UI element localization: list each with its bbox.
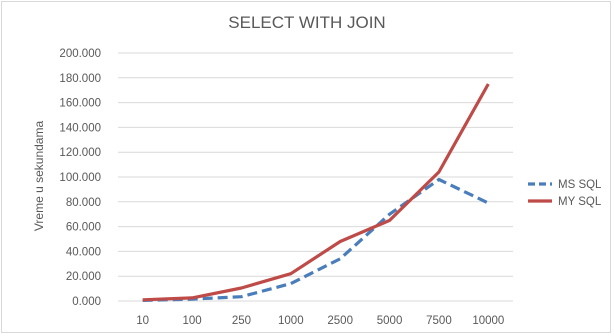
y-tick-label: 180.000 (59, 73, 101, 85)
x-tick-labels: 10 100 250 1000 2500 5000 7500 10000 (136, 315, 504, 327)
series-line (142, 83, 490, 302)
x-tick-label: 250 (232, 315, 251, 327)
x-tick-label: 5000 (377, 315, 403, 327)
x-tick-label: 100 (182, 315, 201, 327)
y-tick-labels: 0.000 20.000 40.000 60.000 80.000 100.000 120.… (59, 48, 101, 308)
y-tick-label: 120.000 (59, 147, 101, 159)
x-tick-label: 10 (136, 315, 149, 327)
y-axis-label: Vreme u sekundama (32, 121, 46, 232)
y-tick-label: 140.000 (59, 122, 101, 134)
legend: MS SQL MY SQL (528, 179, 602, 208)
series-lines (142, 83, 490, 302)
gridlines (118, 52, 513, 302)
chart-title: SELECT WITH JOIN (228, 13, 385, 32)
y-tick-label: 20.000 (66, 271, 101, 283)
x-tick-label: 10000 (472, 315, 504, 327)
y-tick-label: 80.000 (66, 197, 101, 209)
y-tick-label: 60.000 (66, 222, 101, 234)
x-tick-label: 2500 (327, 315, 353, 327)
y-tick-label: 200.000 (59, 48, 101, 60)
x-tick-label: 1000 (278, 315, 304, 327)
series-line (142, 177, 489, 302)
y-tick-label: 160.000 (59, 98, 101, 110)
legend-label: MS SQL (558, 179, 602, 191)
x-tick-label: 7500 (426, 315, 452, 327)
y-tick-label: 100.000 (59, 172, 101, 184)
legend-label: MY SQL (558, 196, 602, 208)
y-tick-label: 0.000 (72, 296, 101, 308)
y-tick-label: 40.000 (66, 246, 101, 258)
